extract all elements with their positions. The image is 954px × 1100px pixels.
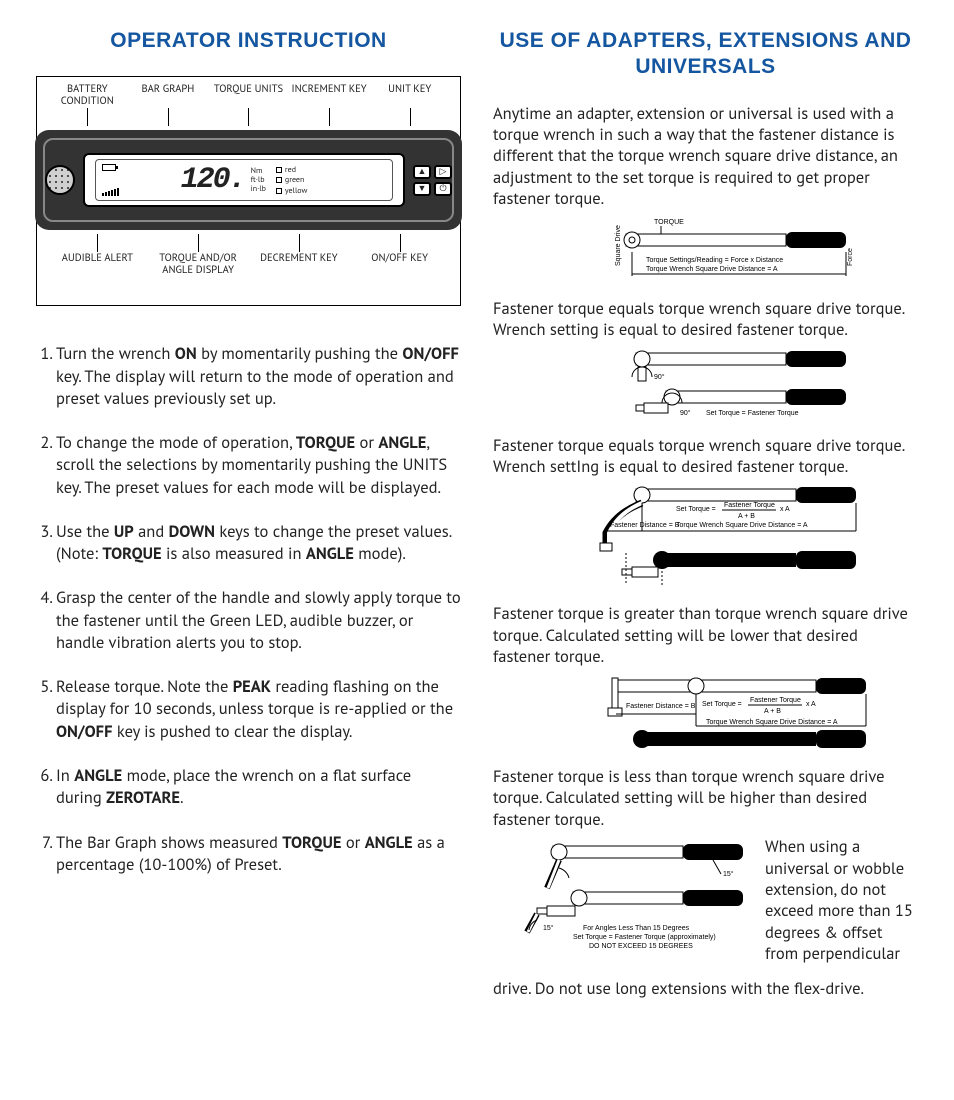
svg-text:Torque Wrench Square Drive Dis: Torque Wrench Square Drive Distance = A <box>706 719 838 726</box>
lbl-audible: AUDIBLE ALERT <box>47 252 148 275</box>
key-up: ▲ <box>413 165 431 179</box>
svg-text:x A: x A <box>780 506 790 513</box>
device-diagram: BATTERY CONDITION BAR GRAPH TORQUE UNITS… <box>36 76 461 306</box>
svg-text:Set Torque =: Set Torque = <box>676 506 716 513</box>
svg-text:For Angles Less Than 15 Degree: For Angles Less Than 15 Degrees <box>583 925 690 932</box>
led-labels: red green yellow <box>276 165 307 196</box>
lbl-display: TORQUE AND/OR ANGLE DISPLAY <box>148 252 249 275</box>
svg-text:x A: x A <box>806 701 816 708</box>
svg-text:Torque Wrench Square Drive Dis: Torque Wrench Square Drive Distance = A <box>676 522 808 529</box>
para-1: Anytime an adapter, extension or univers… <box>493 103 918 210</box>
svg-text:DO NOT EXCEED 15 DEGREES: DO NOT EXCEED 15 DEGREES <box>589 943 693 950</box>
para-2: Fastener torque equals torque wrench squ… <box>493 298 918 341</box>
battery-icon <box>102 164 116 171</box>
lbl-unit-key: UNIT KEY <box>369 83 450 106</box>
lbl-onoff: ON/OFF KEY <box>349 252 450 275</box>
svg-text:TORQUE: TORQUE <box>654 219 684 226</box>
step-7: The Bar Graph shows measured TORQUE or A… <box>56 831 461 876</box>
right-column: USE OF ADAPTERS, EXTENSIONS AND UNIVERSA… <box>493 28 918 1072</box>
step-6: In ANGLE mode, place the wrench on a fla… <box>56 764 461 809</box>
svg-text:Fastener Torque: Fastener Torque <box>750 697 801 704</box>
lbl-increment: INCREMENT KEY <box>289 83 370 106</box>
instruction-list: Turn the wrench ON by momentarily pushin… <box>36 342 461 875</box>
para-6: drive. Do not use long extensions with t… <box>493 978 918 999</box>
bargraph-icon <box>102 188 119 196</box>
svg-text:Set Torque =: Set Torque = <box>702 701 742 708</box>
svg-text:Set Torque = Fastener Torque: Set Torque = Fastener Torque <box>706 410 799 417</box>
svg-text:Fastener Distance = B: Fastener Distance = B <box>626 703 696 710</box>
lcd-screen: 120. Nm ft·lb in·lb red green yellow <box>83 153 405 207</box>
svg-text:Torque Wrench Square Drive Dis: Torque Wrench Square Drive Distance = A <box>646 266 778 273</box>
svg-text:Set Torque = Fastener Torque (: Set Torque = Fastener Torque (approximat… <box>573 934 716 941</box>
svg-text:Square Drive: Square Drive <box>615 225 622 266</box>
left-column: OPERATOR INSTRUCTION BATTERY CONDITION B… <box>36 28 461 1072</box>
svg-text:Torque Settings/Reading = Forc: Torque Settings/Reading = Force x Distan… <box>646 257 783 264</box>
top-labels: BATTERY CONDITION BAR GRAPH TORQUE UNITS… <box>47 83 450 106</box>
key-down: ▼ <box>413 182 431 196</box>
step-4: Grasp the center of the handle and slowl… <box>56 586 461 653</box>
lbl-bargraph: BAR GRAPH <box>128 83 209 106</box>
svg-text:90°: 90° <box>654 373 665 381</box>
svg-text:90°: 90° <box>680 409 691 417</box>
figure-1: TORQUE Torque Settings/Reading = Force x… <box>493 216 918 288</box>
para-3: Fastener torque equals torque wrench squ… <box>493 435 918 478</box>
step-2: To change the mode of operation, TORQUE … <box>56 431 461 498</box>
left-heading: OPERATOR INSTRUCTION <box>36 28 461 54</box>
key-unit: ▷ <box>434 165 452 179</box>
speaker-icon <box>45 165 75 195</box>
unit-labels: Nm ft·lb in·lb <box>251 167 266 193</box>
step-3: Use the UP and DOWN keys to change the p… <box>56 520 461 565</box>
device-body: 120. Nm ft·lb in·lb red green yellow ▲ ▷ <box>35 130 462 230</box>
step-1: Turn the wrench ON by momentarily pushin… <box>56 342 461 409</box>
figure-4: Fastener Distance = B Set Torque = Faste… <box>493 674 918 756</box>
svg-text:Fastener Torque: Fastener Torque <box>724 502 775 509</box>
svg-text:15°: 15° <box>543 924 554 932</box>
figure-3: Set Torque = Fastener Torque A + B x A T… <box>493 483 918 593</box>
svg-text:A + B: A + B <box>738 513 755 520</box>
svg-text:A + B: A + B <box>764 708 781 715</box>
step-5: Release torque. Note the PEAK reading fl… <box>56 675 461 742</box>
display-value: 120. <box>181 165 245 195</box>
figure-2: 90° 90° Set Torque = Fastener Torque <box>493 347 918 425</box>
para-4: Fastener torque is greater than torque w… <box>493 603 918 667</box>
lbl-battery: BATTERY CONDITION <box>47 83 128 106</box>
para-5: Fastener torque is less than torque wren… <box>493 766 918 830</box>
lbl-decrement: DECREMENT KEY <box>249 252 350 275</box>
svg-text:Force: Force <box>847 248 854 266</box>
svg-text:Fastener Distance = B: Fastener Distance = B <box>610 522 680 529</box>
figure-5: 15° 15° For Angles Less Than 15 Degrees … <box>493 838 753 968</box>
svg-text:15°: 15° <box>723 870 734 878</box>
lbl-torque-units: TORQUE UNITS <box>208 83 289 106</box>
key-power: ⏻ <box>434 182 452 196</box>
right-heading: USE OF ADAPTERS, EXTENSIONS AND UNIVERSA… <box>493 28 918 81</box>
side-text: When using a universal or wobble extensi… <box>765 836 918 965</box>
bottom-labels: AUDIBLE ALERT TORQUE AND/OR ANGLE DISPLA… <box>47 252 450 275</box>
keypad: ▲ ▷ ▼ ⏻ <box>413 165 452 196</box>
